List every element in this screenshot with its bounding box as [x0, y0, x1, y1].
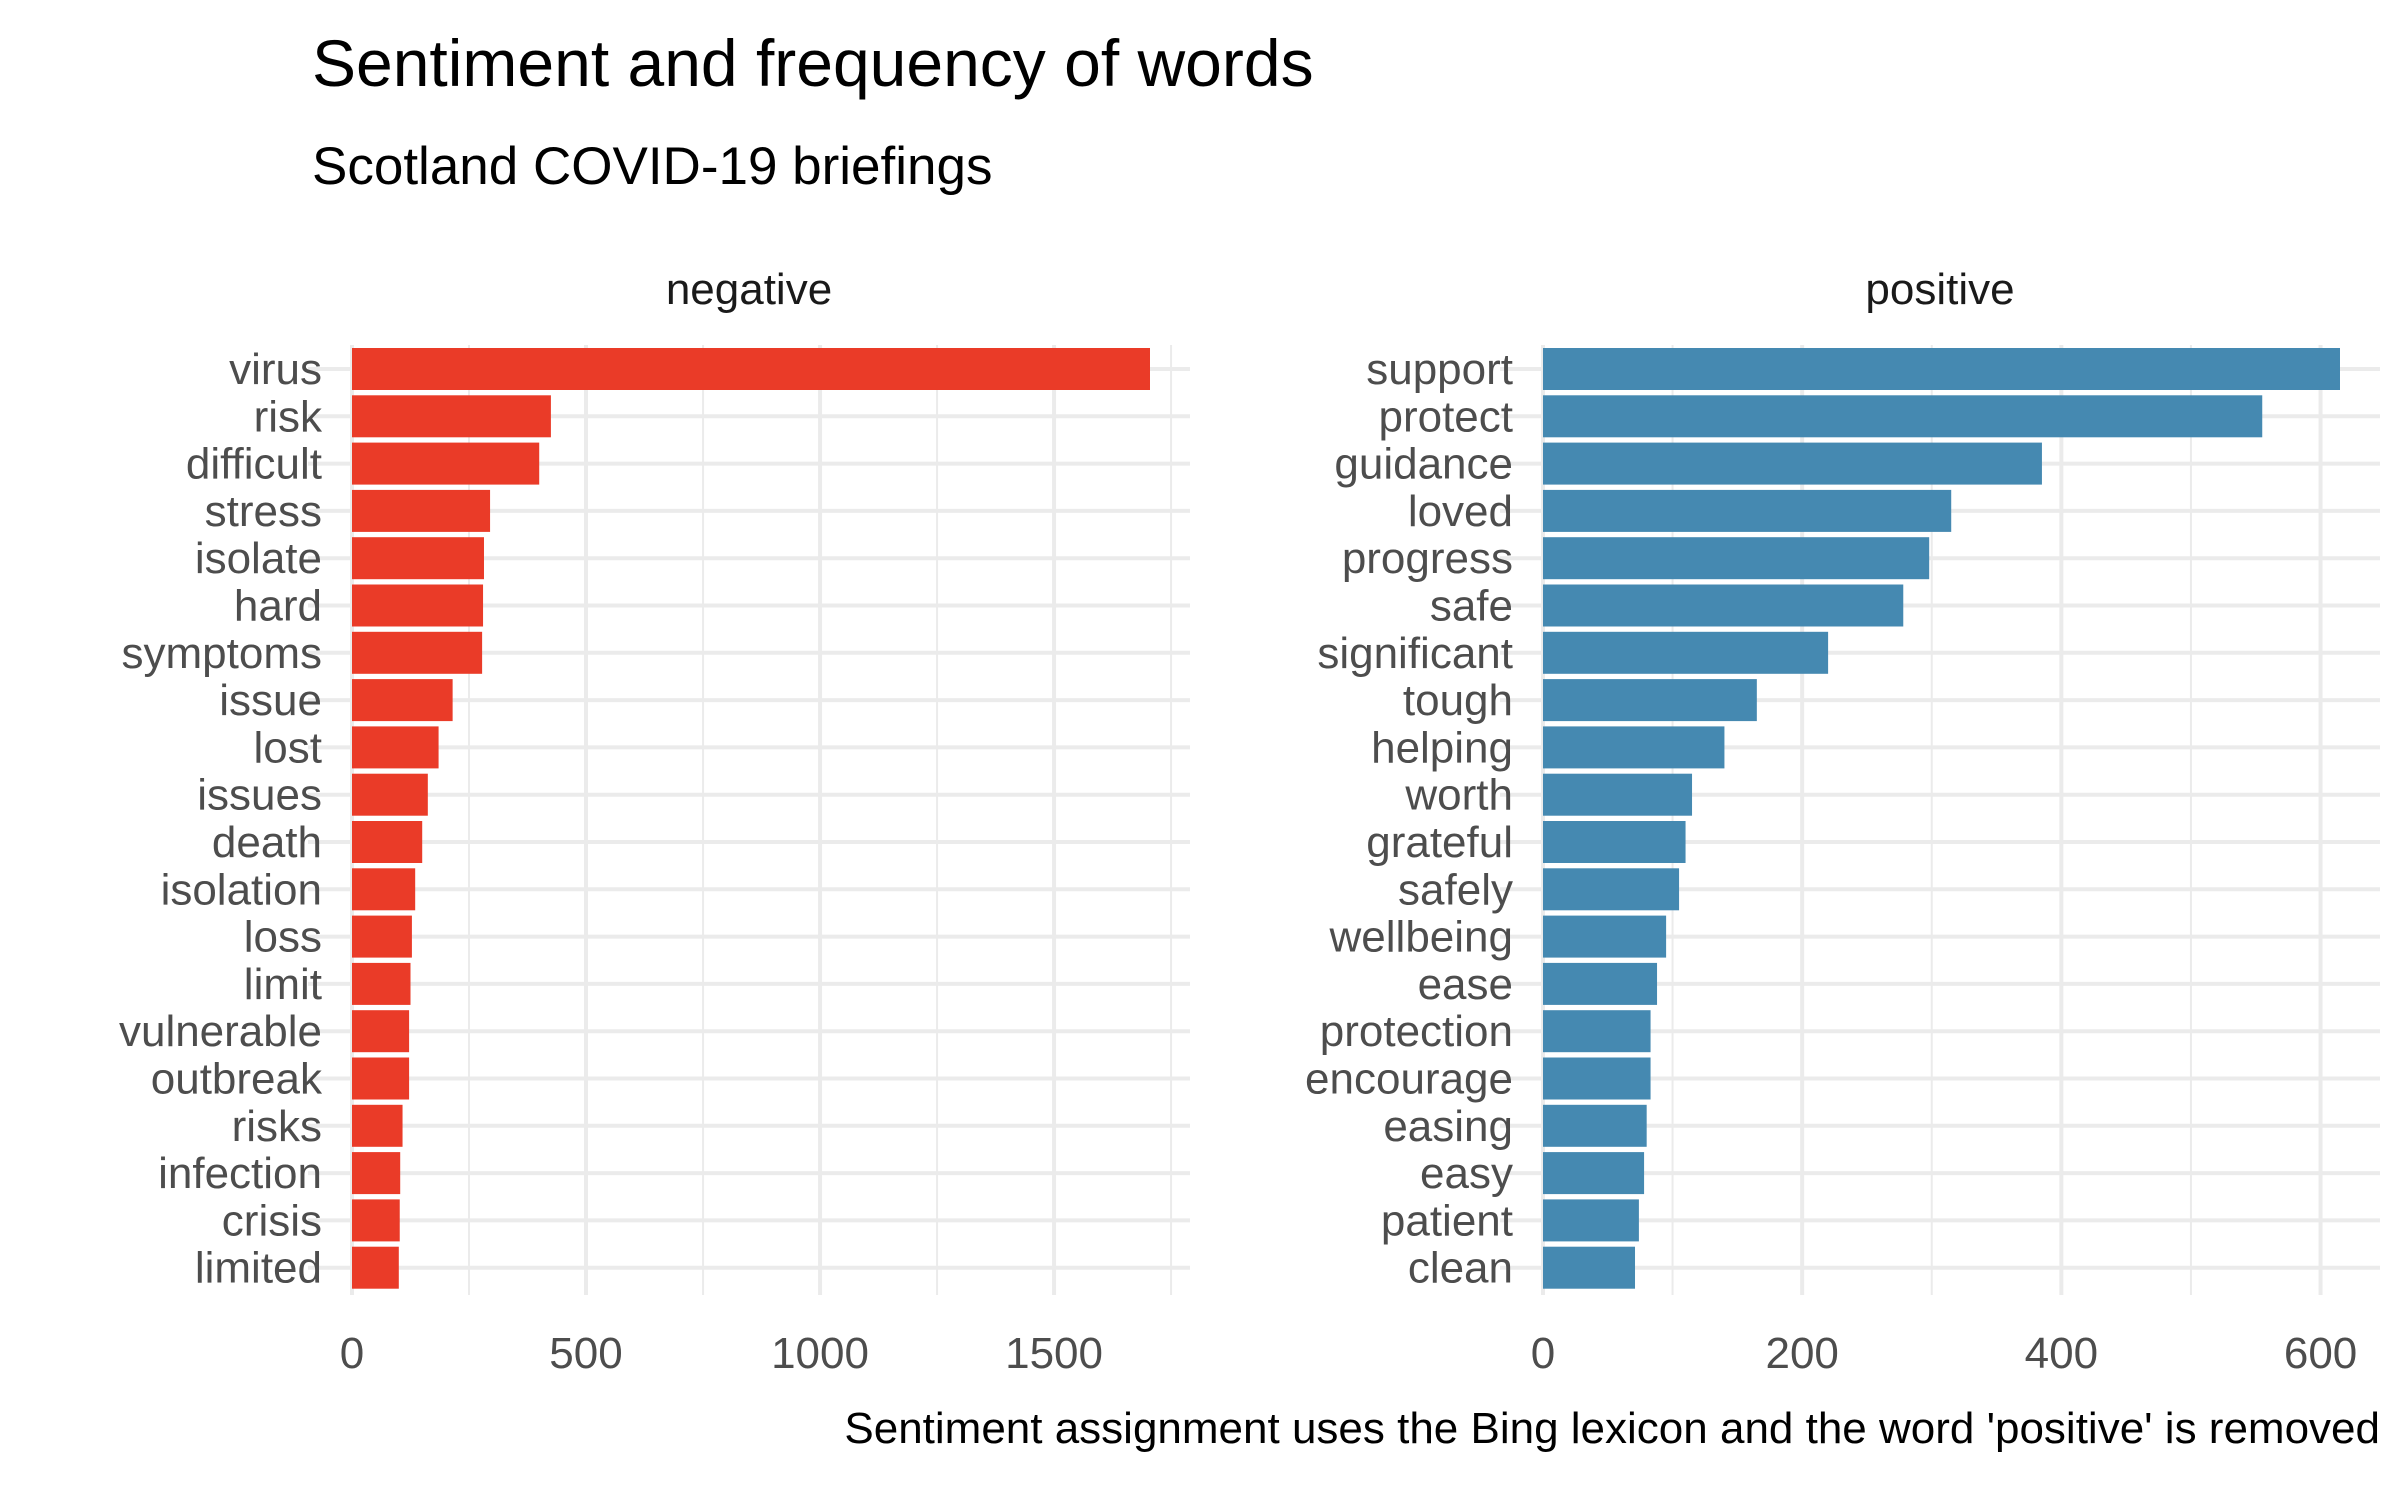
panels-layer: virusriskdifficultstressisolatehardsympt…: [119, 265, 2380, 1378]
bar-progress: [1543, 537, 1930, 580]
category-label: loss: [244, 913, 322, 962]
category-label: protect: [1378, 392, 1513, 441]
bar-virus: [352, 348, 1150, 390]
bar-vulnerable: [352, 1010, 410, 1053]
category-label: crisis: [222, 1196, 322, 1245]
category-label: tough: [1403, 676, 1513, 725]
category-label: worth: [1404, 771, 1513, 820]
x-tick-label: 1000: [771, 1329, 869, 1378]
bar-worth: [1543, 773, 1693, 816]
bar-symptoms: [352, 631, 483, 674]
category-label: significant: [1317, 629, 1513, 678]
category-label: lost: [254, 723, 322, 772]
bar-outbreak: [352, 1057, 410, 1100]
category-label: difficult: [186, 440, 322, 489]
x-tick-label: 0: [1531, 1329, 1555, 1378]
bar-isolation: [352, 868, 416, 911]
x-tick-label: 200: [1765, 1329, 1838, 1378]
x-tick-label: 500: [549, 1329, 622, 1378]
bar-clean: [1543, 1246, 1636, 1289]
bar-issue: [352, 679, 453, 722]
bar-protection: [1543, 1010, 1651, 1053]
bar-issues: [352, 773, 428, 816]
category-label: isolate: [195, 534, 322, 583]
category-label: helping: [1371, 723, 1513, 772]
bar-death: [352, 821, 423, 863]
bar-hard: [352, 584, 484, 627]
panel-positive: supportprotectguidancelovedprogresssafes…: [1305, 265, 2380, 1378]
bar-grateful: [1543, 821, 1686, 863]
bar-easing: [1543, 1104, 1647, 1147]
chart-title: Sentiment and frequency of words: [312, 26, 1314, 100]
bar-stress: [352, 489, 491, 532]
category-label: hard: [234, 582, 322, 631]
bar-limited: [352, 1246, 399, 1289]
category-label: outbreak: [151, 1055, 323, 1104]
bar-limit: [352, 962, 411, 1005]
x-tick-label: 400: [2025, 1329, 2098, 1378]
bar-guidance: [1543, 442, 2042, 485]
bar-helping: [1543, 726, 1725, 769]
bar-ease: [1543, 962, 1658, 1005]
category-label: easy: [1420, 1149, 1513, 1198]
category-label: death: [212, 818, 322, 867]
category-label: safe: [1430, 582, 1513, 631]
category-label: guidance: [1334, 440, 1513, 489]
chart-caption: Sentiment assignment uses the Bing lexic…: [844, 1404, 2380, 1453]
bar-encourage: [1543, 1057, 1651, 1100]
bar-crisis: [352, 1199, 400, 1242]
x-tick-label: 0: [340, 1329, 364, 1378]
bar-tough: [1543, 679, 1757, 722]
category-label: vulnerable: [119, 1007, 322, 1056]
category-label: encourage: [1305, 1055, 1513, 1104]
bar-easy: [1543, 1152, 1645, 1195]
category-label: clean: [1408, 1244, 1513, 1293]
category-label: risks: [232, 1102, 322, 1151]
bar-protect: [1543, 395, 2263, 438]
bar-support: [1543, 348, 2340, 390]
bar-difficult: [352, 442, 540, 485]
category-label: issue: [219, 676, 322, 725]
category-label: loved: [1408, 487, 1513, 536]
bar-lost: [352, 726, 439, 769]
bar-isolate: [352, 537, 484, 580]
category-label: symptoms: [122, 629, 322, 678]
bar-patient: [1543, 1199, 1639, 1242]
category-label: risk: [254, 392, 323, 441]
facet-label-positive: positive: [1865, 265, 2014, 314]
category-label: limited: [195, 1244, 322, 1293]
chart-subtitle: Scotland COVID-19 briefings: [312, 137, 993, 196]
category-label: patient: [1381, 1196, 1513, 1245]
x-tick-label: 1500: [1005, 1329, 1103, 1378]
category-label: easing: [1383, 1102, 1513, 1151]
category-label: protection: [1320, 1007, 1513, 1056]
category-label: limit: [244, 960, 322, 1009]
category-label: safely: [1398, 865, 1513, 914]
bar-risks: [352, 1104, 403, 1147]
category-label: virus: [229, 345, 322, 394]
category-label: infection: [158, 1149, 322, 1198]
category-label: grateful: [1366, 818, 1513, 867]
category-label: isolation: [161, 865, 322, 914]
bar-infection: [352, 1152, 401, 1195]
category-label: issues: [197, 771, 322, 820]
bar-wellbeing: [1543, 915, 1667, 958]
bar-safe: [1543, 584, 1904, 627]
bar-risk: [352, 395, 551, 438]
category-label: wellbeing: [1329, 913, 1513, 962]
facet-label-negative: negative: [666, 265, 832, 314]
category-label: stress: [205, 487, 322, 536]
bar-safely: [1543, 868, 1680, 911]
bar-significant: [1543, 631, 1829, 674]
bar-loved: [1543, 489, 1952, 532]
x-tick-label: 600: [2284, 1329, 2357, 1378]
category-label: support: [1366, 345, 1513, 394]
bar-loss: [352, 915, 412, 958]
category-label: progress: [1342, 534, 1513, 583]
panel-negative: virusriskdifficultstressisolatehardsympt…: [119, 265, 1190, 1378]
category-label: ease: [1418, 960, 1513, 1009]
